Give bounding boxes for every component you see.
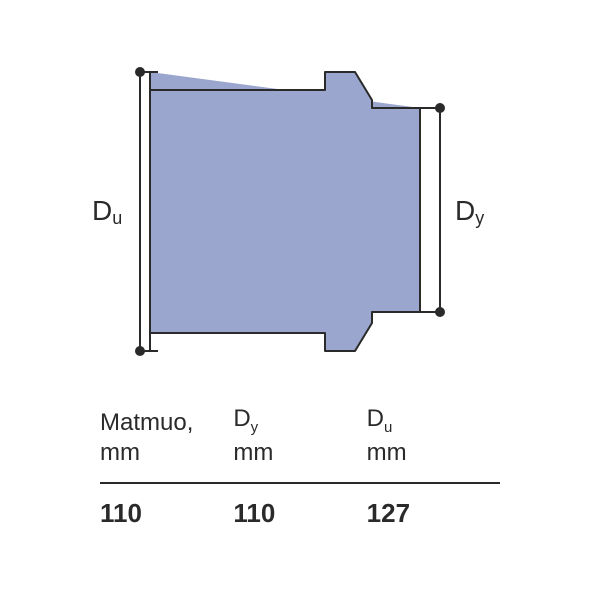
dim-dy-main: D bbox=[455, 195, 475, 226]
cell-dy: 110 bbox=[233, 494, 366, 533]
col-header-matmuo: Matmuo, mm bbox=[100, 404, 233, 478]
table-rule bbox=[100, 482, 500, 484]
col2-sub: y bbox=[251, 419, 259, 436]
figure-canvas: Du Dy Matmuo, mm Dy mm Du mm 110 110 127 bbox=[0, 0, 600, 600]
col1-line2: mm bbox=[100, 439, 140, 466]
dimension-table: Matmuo, mm Dy mm Du mm 110 110 127 bbox=[100, 400, 500, 533]
col3-line1: D bbox=[367, 405, 384, 432]
dim-dy-sub: y bbox=[475, 208, 484, 228]
col2-line1: D bbox=[233, 405, 250, 432]
table-row: 110 110 127 bbox=[100, 494, 500, 533]
dim-label-du: Du bbox=[92, 195, 122, 229]
dim-du-main: D bbox=[92, 195, 112, 226]
dim-label-dy: Dy bbox=[455, 195, 484, 229]
col1-line1: Matmuo, bbox=[100, 409, 193, 436]
dim-du-sub: u bbox=[112, 208, 122, 228]
cell-matmuo: 110 bbox=[100, 494, 233, 533]
table-header: Matmuo, mm Dy mm Du mm bbox=[100, 400, 500, 478]
col3-line2: mm bbox=[367, 439, 407, 466]
col-header-dy: Dy mm bbox=[233, 400, 366, 478]
cell-du: 127 bbox=[367, 494, 500, 533]
col2-line2: mm bbox=[233, 439, 273, 466]
col3-sub: u bbox=[384, 419, 392, 436]
col-header-du: Du mm bbox=[367, 400, 500, 478]
